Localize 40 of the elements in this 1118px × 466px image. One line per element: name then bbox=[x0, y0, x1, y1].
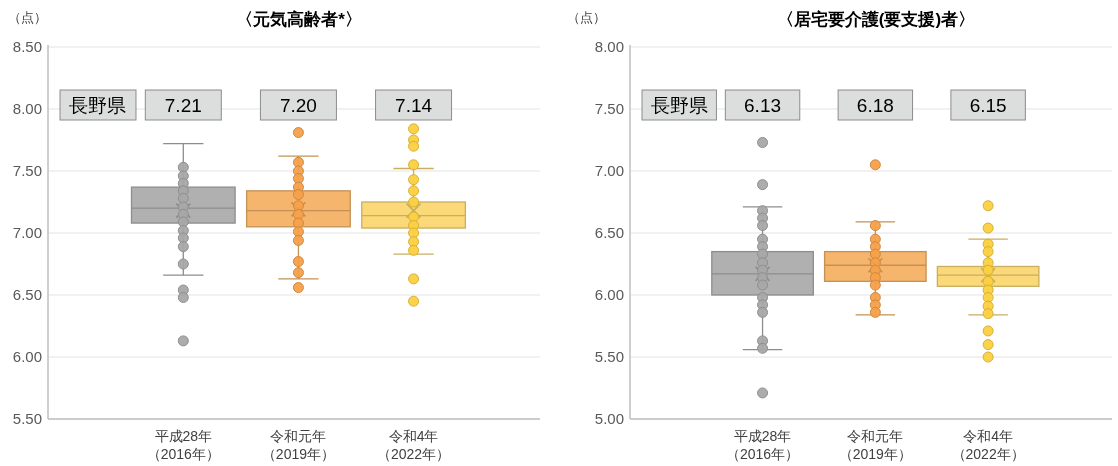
annotation: 長野県 bbox=[641, 89, 717, 121]
y-tick-label: 6.00 bbox=[12, 348, 42, 365]
chart-title: 〈居宅要介護(要支援)者〉 bbox=[776, 10, 976, 29]
y-tick-label: 7.50 bbox=[12, 162, 42, 179]
y-axis-title: （点） bbox=[567, 10, 606, 25]
annotation: 6.15 bbox=[950, 89, 1026, 121]
y-tick-label: 6.50 bbox=[12, 286, 42, 303]
x-tick-label: 平成28年（2016年） bbox=[725, 428, 800, 462]
y-tick-label: 7.50 bbox=[594, 100, 624, 117]
annotation: 6.13 bbox=[724, 89, 801, 121]
y-tick-label: 6.50 bbox=[594, 224, 624, 241]
x-tick-label: 令和4年（2022年） bbox=[951, 428, 1025, 462]
annotation: 6.18 bbox=[837, 89, 914, 121]
annotation: 7.14 bbox=[375, 89, 453, 121]
x-tick-label: 平成28年（2016年） bbox=[146, 428, 220, 462]
x-tick-label: 令和元年（2019年） bbox=[261, 428, 336, 462]
y-tick-label: 5.50 bbox=[594, 348, 624, 365]
y-tick-label: 5.50 bbox=[12, 410, 42, 427]
x-tick-label: 令和4年（2022年） bbox=[376, 428, 451, 462]
y-tick-label: 6.00 bbox=[594, 286, 624, 303]
y-axis-title: （点） bbox=[8, 10, 47, 25]
annotation: 7.21 bbox=[144, 89, 222, 121]
annotation: 7.14 bbox=[395, 95, 433, 116]
chart-title: 〈元気高齢者*〉 bbox=[236, 10, 362, 29]
annotation: 7.20 bbox=[279, 95, 317, 116]
x-tick-label: 令和元年（2019年） bbox=[838, 428, 912, 462]
annotation: 長野県 bbox=[59, 89, 137, 121]
annotation: 7.20 bbox=[259, 89, 337, 121]
y-tick-label: 8.00 bbox=[594, 38, 624, 55]
y-tick-label: 8.00 bbox=[12, 100, 42, 117]
y-tick-label: 7.00 bbox=[594, 162, 624, 179]
annotation: 6.13 bbox=[744, 95, 782, 116]
annotation: 7.21 bbox=[164, 95, 202, 116]
annotation: 6.18 bbox=[856, 95, 894, 116]
annotation: 6.15 bbox=[969, 95, 1007, 116]
y-tick-label: 7.00 bbox=[12, 224, 42, 241]
y-tick-label: 5.00 bbox=[594, 410, 624, 427]
annotation: 長野県 bbox=[69, 95, 127, 116]
annotation: 長野県 bbox=[650, 95, 708, 116]
y-tick-label: 8.50 bbox=[12, 38, 42, 55]
